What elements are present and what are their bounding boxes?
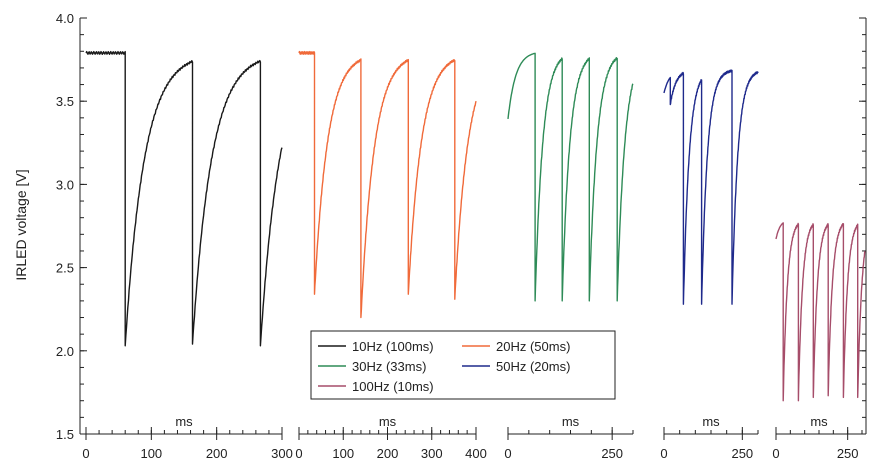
y-tick-label: 2.5 <box>56 261 74 276</box>
series-line-4 <box>663 69 759 305</box>
y-tick-label: 2.0 <box>56 344 74 359</box>
legend-label-30hz: 30Hz (33ms) <box>352 359 426 374</box>
panel-4: 0 250 ms <box>660 69 759 461</box>
y-axis-title: IRLED voltage [V] <box>13 169 29 280</box>
panel-3: 0 250 ms <box>504 52 634 461</box>
x-axis-title: ms <box>702 414 720 429</box>
x-tick-label: 200 <box>377 446 399 461</box>
y-tick-label: 3.0 <box>56 177 74 192</box>
x-tick-label: 300 <box>271 446 293 461</box>
legend-box <box>310 330 616 400</box>
series-line-1 <box>85 50 283 347</box>
panel-1: 0 100 200 300 ms <box>82 50 293 461</box>
x-tick-label: 0 <box>660 446 667 461</box>
legend-label-10hz: 10Hz (100ms) <box>352 339 434 354</box>
x-tick-label: 0 <box>504 446 511 461</box>
y-tick-label: 1.5 <box>56 427 74 442</box>
y-tick-label: 3.5 <box>56 94 74 109</box>
x-tick-label: 0 <box>295 446 302 461</box>
x-tick-label: 300 <box>421 446 443 461</box>
y-axis: 1.5 2.0 2.5 3.0 3.5 4.0 <box>56 11 866 442</box>
x-tick-label: 250 <box>731 446 753 461</box>
legend-label-20hz: 20Hz (50ms) <box>496 339 570 354</box>
legend-label-50hz: 50Hz (20ms) <box>496 359 570 374</box>
series-line-5 <box>775 222 866 402</box>
series-line-2 <box>298 50 477 319</box>
x-tick-label: 200 <box>206 446 228 461</box>
x-axis-title: ms <box>379 414 397 429</box>
x-tick-label: 0 <box>772 446 779 461</box>
x-tick-label: 400 <box>465 446 487 461</box>
panel-2: 0 100 200 300 400 ms <box>295 50 487 461</box>
x-tick-label: 100 <box>332 446 354 461</box>
x-axis-title: ms <box>562 414 580 429</box>
legend: 10Hz (100ms) 20Hz (50ms) 30Hz (33ms) 50H… <box>310 330 616 400</box>
series-line-3 <box>507 52 634 302</box>
legend-label-100hz: 100Hz (10ms) <box>352 379 434 394</box>
x-tick-label: 250 <box>837 446 859 461</box>
chart-frame <box>79 18 867 434</box>
x-axis-title: ms <box>810 414 828 429</box>
panel-5: 0 250 ms <box>772 222 866 461</box>
y-tick-label: 4.0 <box>56 11 74 26</box>
x-tick-label: 100 <box>140 446 162 461</box>
x-axis-title: ms <box>175 414 193 429</box>
x-tick-label: 0 <box>82 446 89 461</box>
x-tick-label: 250 <box>601 446 623 461</box>
